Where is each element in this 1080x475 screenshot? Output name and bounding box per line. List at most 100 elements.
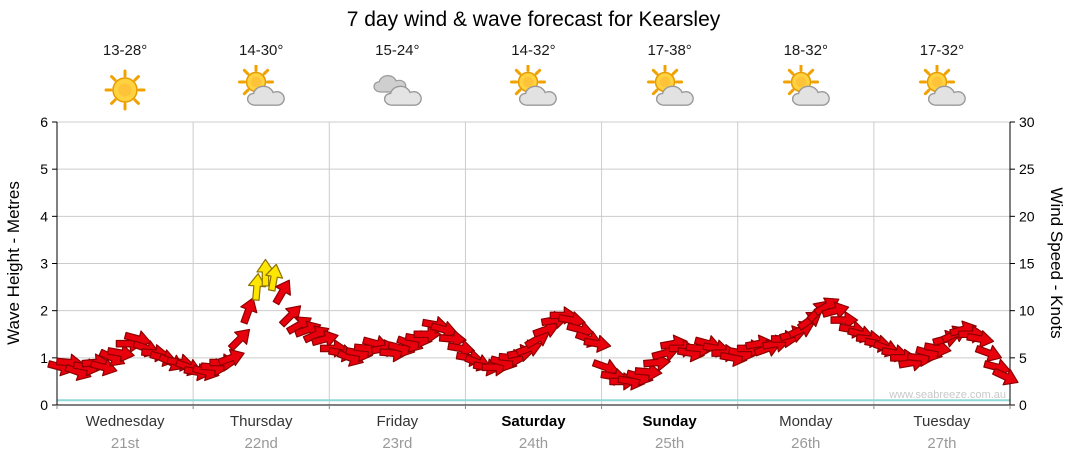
partly-cloudy-icon [782,65,830,106]
sun-ray [787,88,795,96]
sun-ray [243,68,250,76]
wind-arrow [106,344,135,363]
partly-cloudy-icon-cell [874,64,1010,116]
day-label: Wednesday 21st [57,413,193,452]
day-date: 24th [518,435,549,452]
sun-ray [535,68,542,76]
sun-ray [923,68,931,76]
day-name: Friday [376,413,419,430]
left-tick-label: 2 [40,303,48,319]
sun-ray [923,88,931,96]
left-tick-label: 0 [40,397,48,413]
day-name: Monday [779,413,833,430]
wind-arrow [974,344,1003,363]
right-tick-label: 5 [1019,350,1027,366]
wind-arrow [265,263,284,292]
day-date: 23rd [382,435,413,452]
wind-arrow [992,367,1019,386]
partly-cloudy-icon [510,65,558,106]
day-label: Friday 23rd [329,413,465,452]
wind-arrow [438,329,467,349]
sun-ray [807,68,814,76]
sun-core [523,76,534,88]
sun-ray [515,88,522,96]
page-title: 7 day wind & wave forecast for Kearsley [346,8,721,31]
sun-ray [651,88,658,96]
wind-arrow [634,363,663,382]
cloudy-icon [373,74,423,106]
sun-ray [651,68,658,76]
sun-core [931,76,943,88]
day-temp: 15-24° [375,42,420,59]
day-label: Saturday 24th [465,413,601,452]
day-labels-row: Wednesday 21st Thursday 22nd Friday 23rd… [57,413,1010,452]
day-label: Thursday 22nd [193,413,329,452]
day-temp: 13-28° [102,42,148,59]
day-name: Wednesday [85,413,165,430]
sun-ray [515,68,522,76]
day-temp: 18-32° [783,42,828,59]
day-name: Saturday [501,413,566,430]
cloudy-icon-cell [329,64,465,116]
right-tick-label: 15 [1019,256,1035,272]
left-tick-label: 1 [40,350,48,366]
day-name: Tuesday [913,413,971,430]
partly-cloudy-icon [918,65,966,106]
sun-core [659,76,670,88]
sun-core [118,83,132,97]
left-tick-label: 5 [40,161,48,177]
partly-cloudy-icon-cell [738,64,874,116]
cloud-shape [791,85,830,106]
sun-ray [671,68,678,76]
wind-arrow [966,330,995,349]
left-tick-label: 6 [40,114,48,130]
right-tick-label: 20 [1019,208,1035,224]
sunny-icon-cell [57,64,193,116]
day-date: 26th [791,435,821,452]
cloud-shape [247,85,286,106]
sun-ray [133,75,140,82]
day-date: 21st [110,435,140,452]
watermark: www.seabreeze.com.au [888,389,1006,401]
sun-core [795,76,806,88]
right-tick-label: 25 [1019,161,1035,177]
weather-icon-row [57,64,1010,116]
wind-arrow [830,311,859,330]
day-label: Tuesday 27th [874,413,1010,452]
left-axis-title: Wave Height - Metres [4,181,23,345]
day-date: 27th [927,435,957,452]
cloud-shape [384,85,423,106]
sun-ray [787,68,795,76]
sun-ray [133,98,140,105]
wind-arrow [240,297,258,325]
wind-arrow [278,305,302,328]
wind-arrow [311,329,339,348]
sun-ray [243,88,250,96]
day-temp: 17-32° [919,42,965,59]
partly-cloudy-icon-cell [193,64,329,116]
sunny-icon [104,69,146,111]
sun-ray [943,68,951,76]
partly-cloudy-icon-cell [602,64,738,116]
day-name: Thursday [229,413,293,430]
sun-ray [110,98,117,105]
wind-arrow [821,301,850,320]
left-tick-label: 3 [40,256,48,272]
cloud-shape [519,85,558,106]
partly-cloudy-icon [238,65,286,106]
wind-arrow [583,334,612,353]
partly-cloudy-icon-cell [465,64,601,116]
right-tick-label: 0 [1019,397,1027,413]
day-date: 25th [655,435,685,452]
day-temp: 14-30° [239,42,284,59]
right-axis-title: Wind Speed - Knots [1047,187,1066,339]
temperature-row: 13-28° 14-30° 15-24° 14-32° 17-38° 18-32… [57,42,1010,62]
day-label: Sunday 25th [602,413,738,452]
right-tick-label: 10 [1019,303,1035,319]
wind-arrow [217,348,245,367]
day-name: Sunday [642,413,697,430]
partly-cloudy-icon [646,65,694,106]
wind-arrow [272,279,291,306]
